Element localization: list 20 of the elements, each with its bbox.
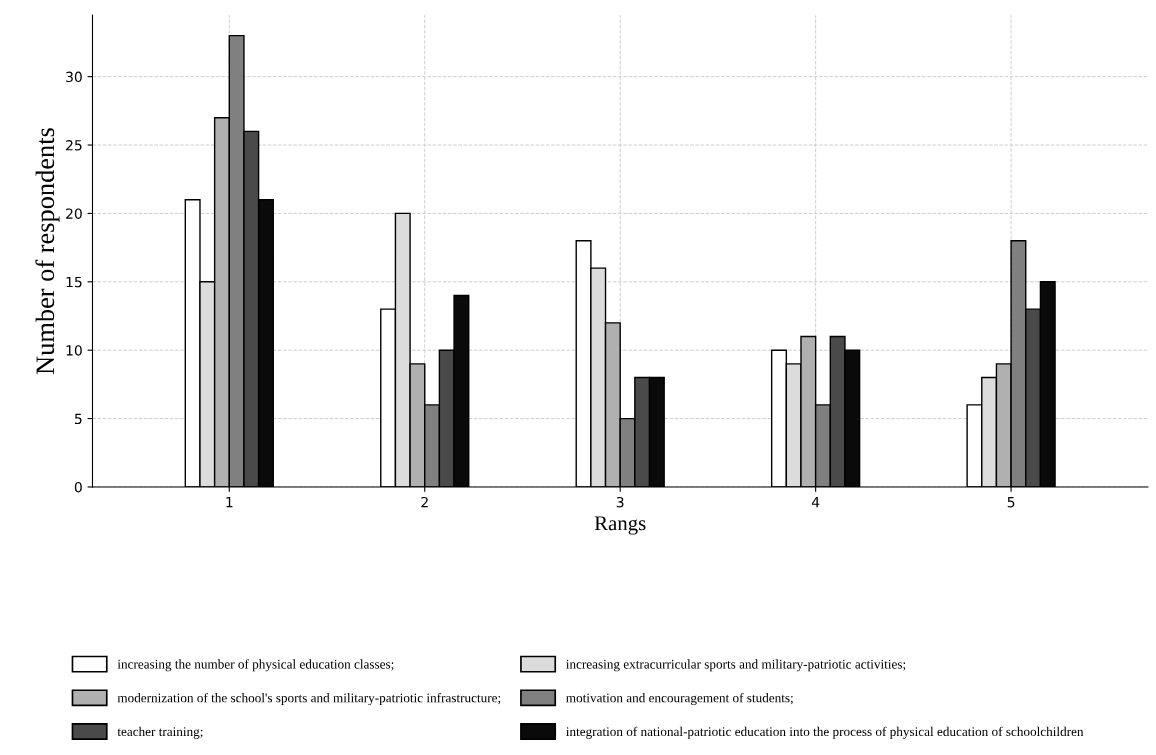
y-tick-label: 20 [66,208,82,219]
x-tick-label: 3 [616,496,624,508]
y-tick-label: 15 [66,276,82,288]
x-tick-label: 2 [421,496,428,508]
legend-label: integration of national-patriotic education into the process of physical education of schoolchildren [566,726,1084,739]
y-tick-label: 0 [74,481,82,493]
legend-label: motivation and encouragement of students; [566,692,793,706]
legend-label: increasing extracurricular sports and military-patriotic activities; [566,659,906,672]
x-tick-label: 1 [226,497,233,508]
y-axis-title: Number of respondents [35,128,60,375]
legend-label: modernization of the school's sports and military-patriotic infrastructure; [117,692,501,706]
y-tick-label: 5 [74,413,82,425]
y-tick-label: 25 [66,140,82,151]
legend-label: teacher training; [117,726,203,739]
x-tick-label: 5 [1007,497,1015,508]
legend-label: increasing the number of physical education classes; [117,659,394,672]
y-tick-label: 10 [66,345,82,356]
x-axis-title: Rangs [594,516,646,535]
y-tick-label: 30 [66,71,82,83]
x-tick-label: 4 [811,497,820,508]
